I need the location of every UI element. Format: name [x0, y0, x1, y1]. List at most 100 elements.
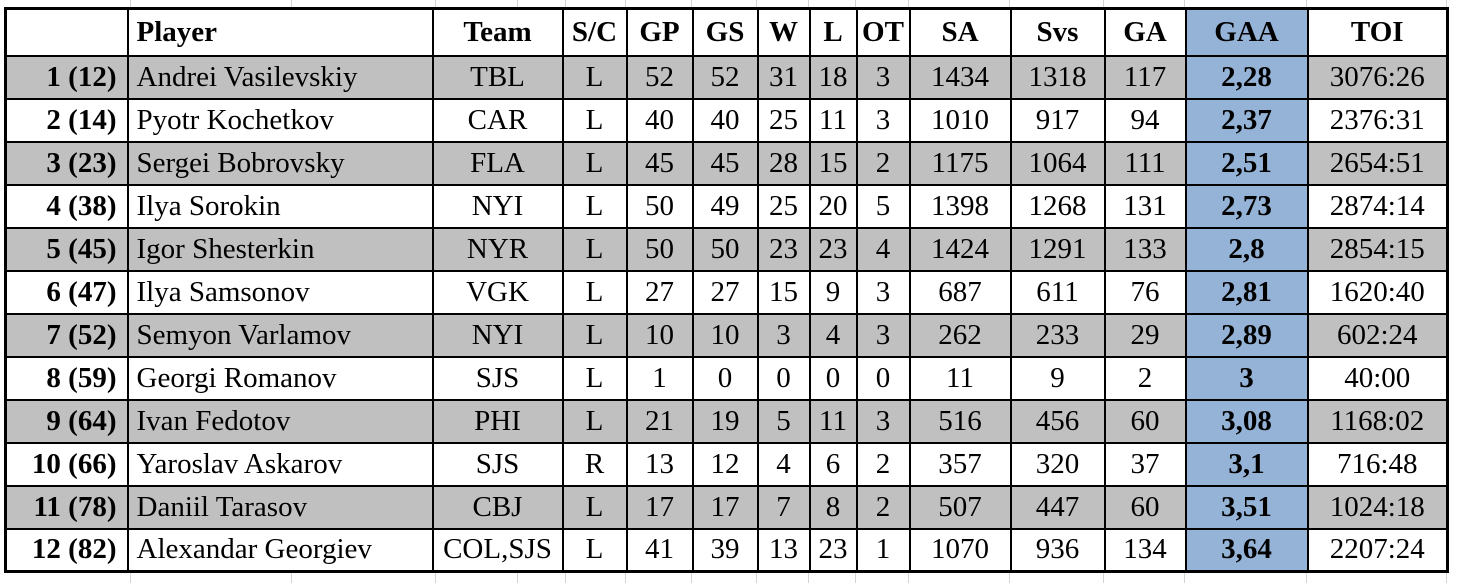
cell-l[interactable]: 4 — [808, 312, 858, 358]
cell-l[interactable]: 0 — [808, 355, 858, 401]
cell-rank[interactable]: 5 (45) — [4, 226, 129, 272]
cell-svs[interactable]: 1318 — [1009, 54, 1106, 100]
cell-sc[interactable]: L — [561, 97, 628, 143]
cell-l[interactable]: 9 — [808, 269, 858, 315]
cell-toi[interactable]: 2207:24 — [1306, 527, 1449, 573]
cell-player[interactable]: Alexandar Georgiev — [126, 527, 434, 573]
cell-ga[interactable]: 131 — [1103, 183, 1187, 229]
cell-l[interactable]: 11 — [808, 398, 858, 444]
cell-gp[interactable]: 17 — [625, 484, 694, 530]
column-header-gp[interactable]: GP — [625, 7, 694, 57]
cell-player[interactable]: Semyon Varlamov — [126, 312, 434, 358]
cell-team[interactable]: PHI — [431, 398, 564, 444]
cell-toi[interactable]: 2874:14 — [1306, 183, 1449, 229]
cell-sa[interactable]: 516 — [908, 398, 1012, 444]
cell-player[interactable]: Georgi Romanov — [126, 355, 434, 401]
cell-sa[interactable]: 262 — [908, 312, 1012, 358]
cell-team[interactable]: CAR — [431, 97, 564, 143]
cell-team[interactable]: SJS — [431, 355, 564, 401]
column-header-gaa[interactable]: GAA — [1184, 7, 1309, 57]
cell-rank[interactable]: 11 (78) — [4, 484, 129, 530]
cell-toi[interactable]: 1024:18 — [1306, 484, 1449, 530]
cell-rank[interactable]: 8 (59) — [4, 355, 129, 401]
cell-l[interactable]: 11 — [808, 97, 858, 143]
cell-l[interactable]: 23 — [808, 226, 858, 272]
cell-team[interactable]: NYR — [431, 226, 564, 272]
cell-l[interactable]: 23 — [808, 527, 858, 573]
cell-l[interactable]: 6 — [808, 441, 858, 487]
cell-gaa[interactable]: 2,73 — [1184, 183, 1309, 229]
cell-l[interactable]: 8 — [808, 484, 858, 530]
cell-gp[interactable]: 21 — [625, 398, 694, 444]
cell-toi[interactable]: 716:48 — [1306, 441, 1449, 487]
cell-ot[interactable]: 5 — [855, 183, 911, 229]
cell-w[interactable]: 31 — [756, 54, 811, 100]
cell-sa[interactable]: 11 — [908, 355, 1012, 401]
cell-rank[interactable]: 10 (66) — [4, 441, 129, 487]
cell-team[interactable]: NYI — [431, 312, 564, 358]
column-header-l[interactable]: L — [808, 7, 858, 57]
column-header-toi[interactable]: TOI — [1306, 7, 1449, 57]
cell-sc[interactable]: L — [561, 527, 628, 573]
cell-gp[interactable]: 27 — [625, 269, 694, 315]
cell-gs[interactable]: 12 — [691, 441, 759, 487]
cell-svs[interactable]: 1291 — [1009, 226, 1106, 272]
cell-ot[interactable]: 2 — [855, 484, 911, 530]
cell-svs[interactable]: 936 — [1009, 527, 1106, 573]
cell-player[interactable]: Andrei Vasilevskiy — [126, 54, 434, 100]
cell-gp[interactable]: 50 — [625, 183, 694, 229]
cell-w[interactable]: 13 — [756, 527, 811, 573]
cell-sa[interactable]: 1010 — [908, 97, 1012, 143]
cell-gs[interactable]: 27 — [691, 269, 759, 315]
cell-gs[interactable]: 50 — [691, 226, 759, 272]
cell-ga[interactable]: 117 — [1103, 54, 1187, 100]
cell-sc[interactable]: L — [561, 183, 628, 229]
cell-rank[interactable]: 4 (38) — [4, 183, 129, 229]
column-header-team[interactable]: Team — [431, 7, 564, 57]
cell-ga[interactable]: 2 — [1103, 355, 1187, 401]
cell-team[interactable]: VGK — [431, 269, 564, 315]
cell-player[interactable]: Igor Shesterkin — [126, 226, 434, 272]
cell-rank[interactable]: 12 (82) — [4, 527, 129, 573]
cell-ga[interactable]: 29 — [1103, 312, 1187, 358]
column-header-sc[interactable]: S/C — [561, 7, 628, 57]
cell-player[interactable]: Ivan Fedotov — [126, 398, 434, 444]
cell-player[interactable]: Ilya Samsonov — [126, 269, 434, 315]
cell-gp[interactable]: 10 — [625, 312, 694, 358]
cell-svs[interactable]: 1268 — [1009, 183, 1106, 229]
cell-toi[interactable]: 1620:40 — [1306, 269, 1449, 315]
cell-ot[interactable]: 3 — [855, 54, 911, 100]
cell-svs[interactable]: 456 — [1009, 398, 1106, 444]
cell-toi[interactable]: 602:24 — [1306, 312, 1449, 358]
cell-sc[interactable]: L — [561, 140, 628, 186]
cell-w[interactable]: 5 — [756, 398, 811, 444]
cell-gaa[interactable]: 2,81 — [1184, 269, 1309, 315]
cell-sa[interactable]: 1434 — [908, 54, 1012, 100]
cell-team[interactable]: FLA — [431, 140, 564, 186]
cell-player[interactable]: Yaroslav Askarov — [126, 441, 434, 487]
cell-gs[interactable]: 10 — [691, 312, 759, 358]
cell-sa[interactable]: 1175 — [908, 140, 1012, 186]
cell-sc[interactable]: L — [561, 398, 628, 444]
column-header-ot[interactable]: OT — [855, 7, 911, 57]
cell-gs[interactable]: 17 — [691, 484, 759, 530]
cell-toi[interactable]: 40:00 — [1306, 355, 1449, 401]
cell-gaa[interactable]: 3,64 — [1184, 527, 1309, 573]
cell-w[interactable]: 28 — [756, 140, 811, 186]
cell-w[interactable]: 0 — [756, 355, 811, 401]
cell-sc[interactable]: L — [561, 226, 628, 272]
column-header-player[interactable]: Player — [126, 7, 434, 57]
cell-player[interactable]: Ilya Sorokin — [126, 183, 434, 229]
cell-team[interactable]: CBJ — [431, 484, 564, 530]
cell-gaa[interactable]: 2,89 — [1184, 312, 1309, 358]
cell-gs[interactable]: 0 — [691, 355, 759, 401]
column-header-sa[interactable]: SA — [908, 7, 1012, 57]
cell-svs[interactable]: 9 — [1009, 355, 1106, 401]
cell-gp[interactable]: 52 — [625, 54, 694, 100]
cell-svs[interactable]: 611 — [1009, 269, 1106, 315]
cell-svs[interactable]: 1064 — [1009, 140, 1106, 186]
cell-w[interactable]: 25 — [756, 97, 811, 143]
cell-ot[interactable]: 1 — [855, 527, 911, 573]
cell-svs[interactable]: 917 — [1009, 97, 1106, 143]
cell-ot[interactable]: 4 — [855, 226, 911, 272]
